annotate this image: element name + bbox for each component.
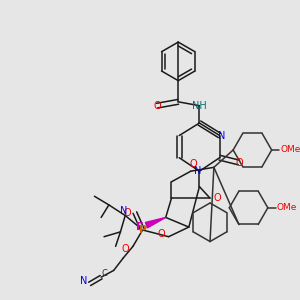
Text: O: O <box>157 229 165 239</box>
Text: OMe: OMe <box>281 146 300 154</box>
Polygon shape <box>146 218 166 228</box>
Text: P: P <box>139 225 147 235</box>
Text: O: O <box>235 158 243 167</box>
Text: O: O <box>123 208 131 218</box>
Text: O: O <box>122 244 129 254</box>
Text: O: O <box>153 101 161 111</box>
Text: NH: NH <box>192 101 207 111</box>
Text: O: O <box>190 160 197 170</box>
Text: N: N <box>120 206 127 216</box>
Text: F: F <box>136 222 143 232</box>
Text: OMe: OMe <box>277 203 297 212</box>
Text: O: O <box>214 193 221 203</box>
Text: N: N <box>218 130 225 140</box>
Text: C: C <box>101 269 107 278</box>
Text: N: N <box>80 276 88 286</box>
Text: N: N <box>194 166 201 176</box>
